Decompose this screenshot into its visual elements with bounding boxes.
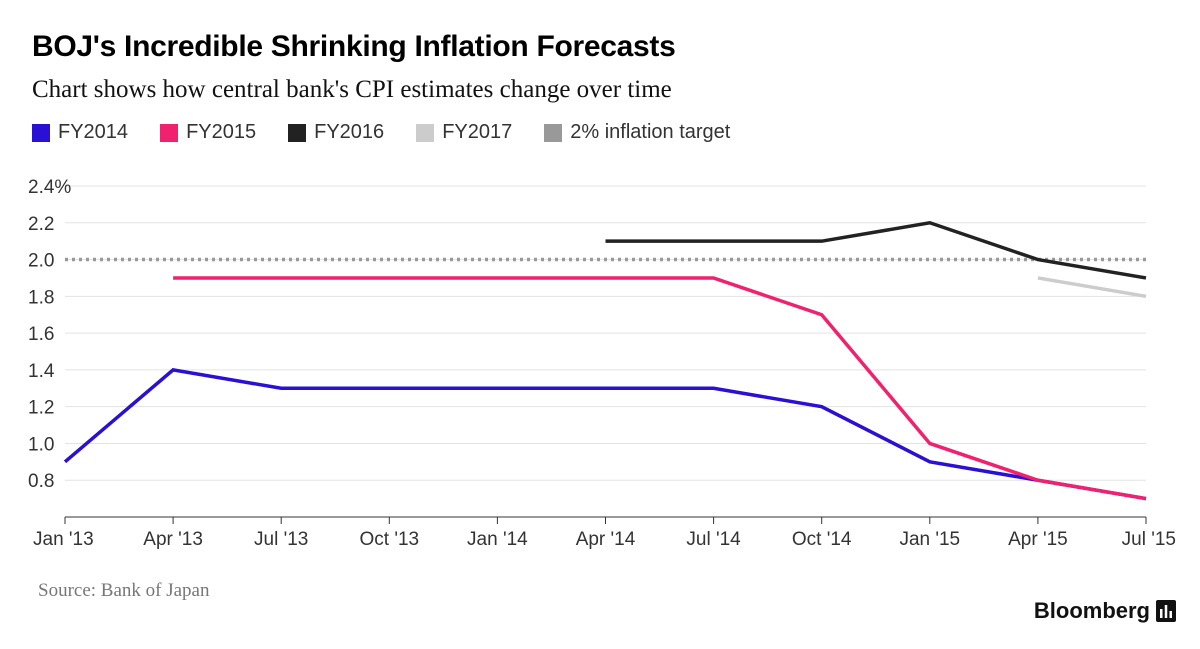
legend-label-inflation-target: 2% inflation target bbox=[570, 121, 731, 143]
legend-swatch-fy2016 bbox=[288, 123, 307, 142]
y-tick-label: 0.8 bbox=[28, 471, 54, 492]
x-tick-label: Jul '13 bbox=[254, 529, 308, 550]
chart-subtitle: Chart shows how central bank's CPI estim… bbox=[32, 76, 672, 103]
y-tick-label: 1.8 bbox=[28, 287, 54, 308]
legend-label-fy2015: FY2015 bbox=[186, 121, 257, 143]
series-line-fy2014 bbox=[63, 368, 1147, 501]
legend-item-fy2015: FY2015 bbox=[160, 121, 256, 144]
x-tick-label: Jul '15 bbox=[1122, 529, 1176, 550]
x-tick-label: Oct '13 bbox=[359, 529, 419, 550]
x-tick-label: Oct '14 bbox=[792, 529, 852, 550]
y-tick-label: 2.4% bbox=[28, 177, 71, 198]
x-tick-label: Apr '14 bbox=[576, 529, 636, 550]
y-tick-label: 2.2 bbox=[28, 214, 54, 235]
x-tick-label: Jan '15 bbox=[899, 529, 960, 550]
x-tick-label: Jan '13 bbox=[33, 529, 94, 550]
y-tick-label: 1.0 bbox=[28, 434, 54, 455]
series-line-fy2015 bbox=[173, 276, 1147, 501]
legend-item-fy2014: FY2014 bbox=[32, 121, 128, 144]
y-tick-label: 1.4 bbox=[28, 361, 55, 382]
legend-item-fy2017: FY2017 bbox=[416, 121, 512, 144]
legend-label-fy2014: FY2014 bbox=[58, 121, 129, 143]
series-line-fy2017 bbox=[1037, 276, 1147, 299]
legend-swatch-fy2015 bbox=[160, 123, 179, 142]
series-line-fy2016 bbox=[605, 220, 1147, 280]
legend-swatch-inflation-target bbox=[544, 123, 563, 142]
x-tick-label: Jan '14 bbox=[467, 529, 528, 550]
legend-item-inflation-target: 2% inflation target bbox=[544, 121, 730, 144]
legend-swatch-fy2017 bbox=[416, 123, 435, 142]
x-tick-label: Apr '13 bbox=[143, 529, 203, 550]
y-tick-label: 1.2 bbox=[28, 398, 54, 419]
x-tick-label: Apr '15 bbox=[1008, 529, 1068, 550]
brand-name: Bloomberg bbox=[1033, 598, 1150, 623]
legend: FY2014 FY2015 FY2016 FY2017 2% inflation… bbox=[32, 121, 730, 144]
source-note: Source: Bank of Japan bbox=[38, 580, 210, 601]
y-tick-label: 2.0 bbox=[28, 251, 54, 272]
legend-item-fy2016: FY2016 bbox=[288, 121, 384, 144]
bloomberg-logo: Bloomberg bbox=[1034, 598, 1176, 624]
bloomberg-bars-icon bbox=[1156, 600, 1176, 622]
legend-label-fy2017: FY2017 bbox=[442, 121, 513, 143]
legend-swatch-fy2014 bbox=[32, 123, 50, 142]
chart-title: BOJ's Incredible Shrinking Inflation For… bbox=[32, 30, 676, 63]
y-tick-label: 1.6 bbox=[28, 324, 54, 345]
legend-label-fy2016: FY2016 bbox=[314, 121, 385, 143]
x-tick-label: Jul '14 bbox=[686, 529, 741, 550]
